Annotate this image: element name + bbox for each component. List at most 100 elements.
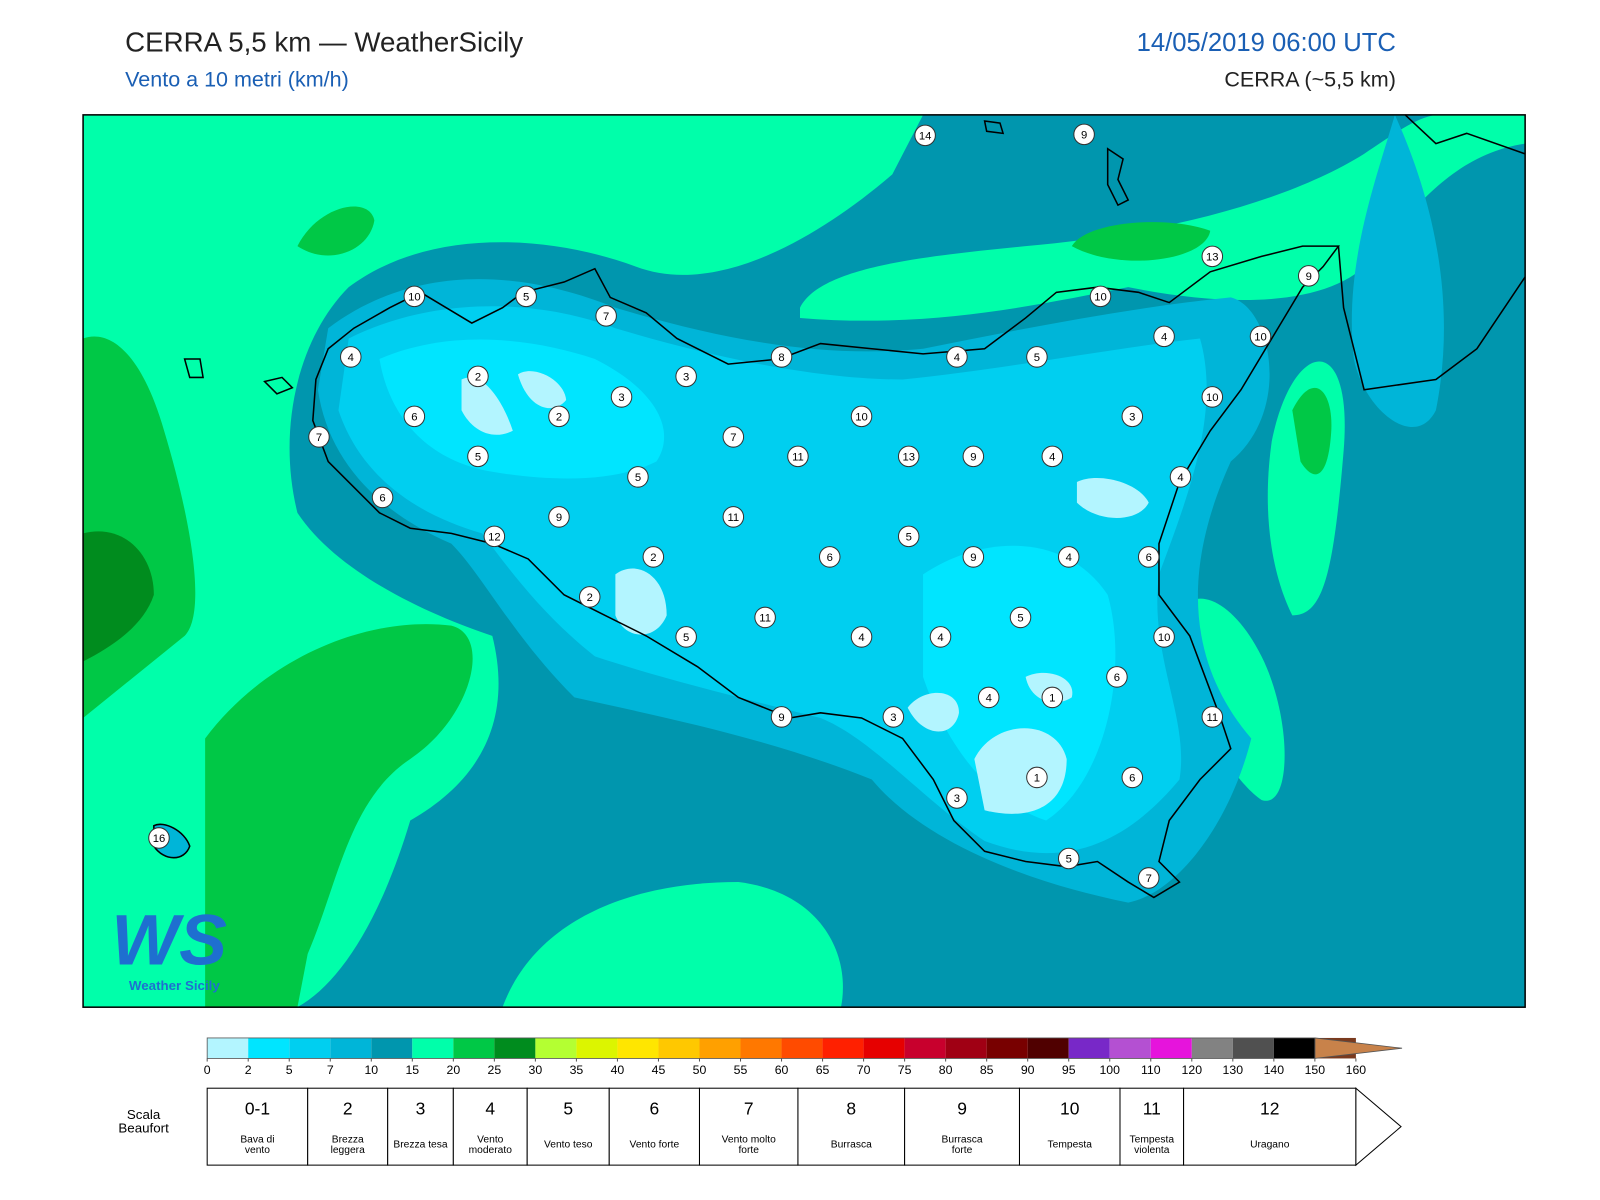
beaufort-label: Scala Beaufort	[118, 1107, 169, 1136]
station-value: 3	[890, 712, 896, 724]
beaufort-force: 7	[744, 1098, 754, 1118]
colorbar-tick-label: 95	[1062, 1063, 1076, 1077]
beaufort-arrow	[1355, 1087, 1402, 1167]
station-value: 11	[727, 512, 739, 524]
station-value: 5	[1066, 853, 1072, 865]
colorbar-tick-label: 25	[488, 1063, 502, 1077]
beaufort-desc: Tempesta	[1047, 1139, 1092, 1151]
colorbar-arrow	[1314, 1037, 1403, 1059]
station-value: 3	[618, 392, 624, 404]
station-value: 9	[1306, 271, 1312, 283]
station-marker	[610, 386, 633, 408]
station-value: 1	[1034, 772, 1040, 784]
beaufort-desc-box: Burrasca	[830, 1139, 872, 1151]
beaufort-desc: Brezza tesa	[393, 1139, 448, 1151]
beaufort-cell	[698, 1087, 799, 1166]
station-value: 6	[1129, 772, 1135, 784]
station-marker	[946, 787, 968, 809]
station-marker	[467, 365, 489, 388]
colorbar-segment	[1273, 1037, 1315, 1059]
model-label: CERRA (~5,5 km)	[1224, 68, 1396, 92]
station-value: 6	[1146, 552, 1152, 564]
colorbar-tick-label: 140	[1264, 1063, 1285, 1077]
colorbar-tick-label: 80	[939, 1063, 953, 1077]
beaufort-desc: Vento teso	[543, 1139, 593, 1151]
station-value: 7	[603, 311, 609, 323]
colorbar-tick-label: 40	[611, 1063, 625, 1077]
colorbar-tick-label: 20	[446, 1063, 460, 1077]
colorbar-tick-label: 150	[1305, 1063, 1326, 1077]
logo-mark: WS	[111, 901, 227, 981]
station-value: 5	[635, 472, 641, 484]
station-value: 1	[1049, 692, 1055, 704]
station-marker	[675, 365, 697, 388]
beaufort-desc-box: Vento teso	[543, 1139, 593, 1151]
colorbar-segment	[371, 1037, 413, 1059]
station-value: 5	[475, 451, 481, 463]
colorbar-segment	[453, 1037, 495, 1059]
station-marker	[595, 305, 617, 327]
beaufort-force: 0-1	[245, 1098, 270, 1118]
station-value: 7	[1146, 873, 1152, 885]
station-marker	[1153, 626, 1175, 648]
station-marker	[1041, 445, 1064, 468]
station-value: 5	[1034, 352, 1040, 364]
beaufort-desc-box: Tempesta violenta	[1129, 1134, 1175, 1156]
station-value: 3	[683, 371, 689, 383]
beaufort-desc: Uragano	[1250, 1139, 1290, 1151]
station-marker	[897, 445, 920, 468]
colorbar-tick-label: 75	[898, 1063, 912, 1077]
beaufort-cell	[797, 1087, 906, 1166]
station-marker	[818, 546, 841, 568]
station-value: 4	[986, 692, 992, 704]
colorbar-segment	[535, 1037, 577, 1059]
colorbar-segment	[986, 1037, 1028, 1059]
colorbar-segment	[1191, 1037, 1233, 1059]
colorbar-tick-label: 70	[857, 1063, 871, 1077]
beaufort-force: 12	[1260, 1098, 1279, 1118]
station-marker	[1057, 847, 1080, 870]
colorbar-tick-label: 60	[775, 1063, 789, 1077]
station-value: 14	[919, 130, 932, 142]
station-marker	[1089, 285, 1112, 308]
station-value: 4	[858, 632, 864, 644]
beaufort-desc: Vento moderato	[468, 1134, 512, 1156]
beaufort-desc: Brezza leggera	[330, 1134, 365, 1156]
beaufort-force: 4	[485, 1098, 495, 1118]
station-marker	[1169, 466, 1192, 488]
station-marker	[897, 525, 920, 548]
station-value: 5	[906, 531, 912, 543]
beaufort-desc-box: Brezza leggera	[330, 1134, 365, 1156]
beaufort-cell	[1119, 1087, 1185, 1166]
station-value: 10	[1094, 291, 1107, 303]
colorbar-segment	[904, 1037, 946, 1059]
colorbar-frame	[206, 1037, 1316, 1059]
colorbar-tick-label: 65	[816, 1063, 830, 1077]
colorbar-segment	[1109, 1037, 1151, 1059]
colorbar-tick-label: 120	[1182, 1063, 1203, 1077]
station-marker	[1201, 245, 1224, 268]
logo-name: Weather Sicily	[129, 978, 220, 993]
station-marker	[1153, 325, 1175, 348]
station-value: 13	[1206, 251, 1219, 263]
beaufort-desc: Burrasca	[830, 1139, 872, 1151]
station-marker	[627, 466, 649, 488]
station-marker	[642, 546, 665, 568]
station-value: 16	[153, 833, 166, 845]
colorbar-segment	[248, 1037, 290, 1059]
colorbar: 0 2 5 7 10 15 20 25 30 35 40 45 50 55 60 65 70 75 80 85 90 95…	[204, 1037, 1403, 1077]
station-value: 8	[778, 352, 784, 364]
beaufort-force: 3	[416, 1098, 426, 1118]
station-marker	[882, 706, 905, 728]
colorbar-tick-label: 7	[327, 1063, 334, 1077]
colorbar-tick-label: 50	[693, 1063, 707, 1077]
colorbar-segment	[863, 1037, 905, 1059]
station-marker	[770, 346, 793, 368]
station-marker	[1249, 325, 1272, 348]
beaufort-desc: Tempesta violenta	[1129, 1134, 1175, 1156]
colorbar-tick-label: 2	[245, 1063, 252, 1077]
station-marker	[483, 525, 506, 548]
station-value: 11	[759, 612, 771, 624]
